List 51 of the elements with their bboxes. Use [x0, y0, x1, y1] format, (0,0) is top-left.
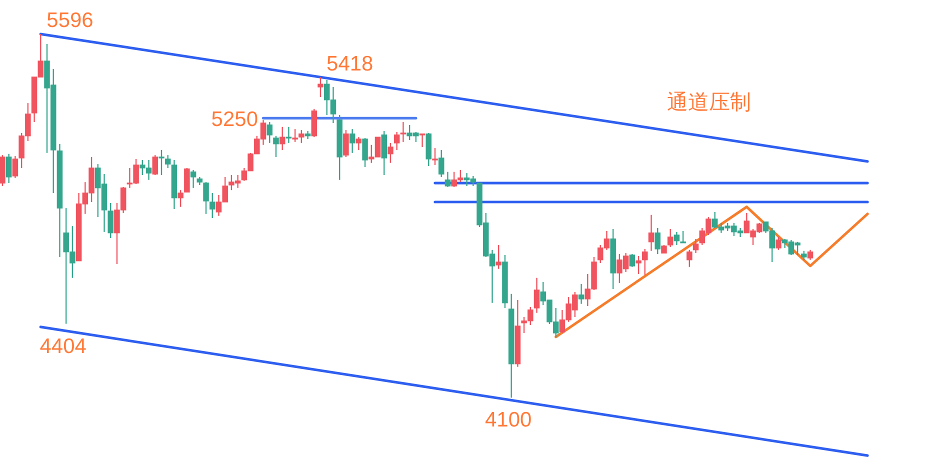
candlestick — [273, 135, 279, 158]
annotation: 4404 — [40, 334, 87, 358]
candlestick — [298, 129, 304, 144]
annotation: 通道压制 — [667, 91, 751, 114]
candlestick — [667, 228, 674, 248]
candlestick — [578, 283, 584, 304]
candlestick — [266, 121, 273, 144]
candlestick — [534, 277, 540, 314]
candlestick — [203, 181, 209, 215]
candlestick — [108, 202, 114, 239]
candlestick — [438, 149, 444, 178]
candlestick — [362, 137, 368, 168]
candlestick — [419, 133, 426, 148]
candlestick — [654, 227, 660, 255]
candlestick — [807, 249, 814, 260]
candlestick — [356, 136, 362, 151]
candlestick — [292, 128, 298, 143]
candlestick — [279, 126, 286, 151]
candlestick — [190, 169, 196, 189]
candlestick — [636, 255, 642, 275]
candlestick — [496, 244, 502, 270]
candlestick — [349, 128, 356, 154]
candlestick — [381, 130, 387, 176]
candlestick — [152, 154, 158, 176]
candlestick — [12, 155, 18, 179]
candlestick — [343, 129, 349, 158]
candlestick — [432, 147, 438, 166]
candlestick — [6, 153, 12, 184]
candlestick — [394, 131, 400, 151]
candlestick — [629, 253, 636, 268]
candlestick — [648, 214, 654, 252]
candlestick — [642, 248, 648, 276]
candlestick — [680, 230, 686, 244]
candlestick — [674, 231, 680, 246]
candlestick — [776, 236, 782, 250]
candlestick — [178, 189, 184, 208]
candlestick — [286, 126, 292, 144]
candlestick — [388, 142, 394, 164]
candlestick — [686, 249, 692, 268]
candlestick — [400, 121, 406, 143]
annotation: 5596 — [46, 9, 94, 32]
annotation: 5250 — [211, 108, 258, 131]
candlestick — [692, 238, 699, 254]
annotation: 4100 — [484, 408, 532, 432]
annotation: 5418 — [326, 52, 374, 76]
candlestick — [184, 167, 190, 193]
candlestick — [158, 149, 164, 176]
candlestick — [210, 192, 216, 219]
candlestick — [164, 154, 171, 169]
candlestick — [444, 171, 451, 188]
candlestick — [318, 76, 324, 98]
